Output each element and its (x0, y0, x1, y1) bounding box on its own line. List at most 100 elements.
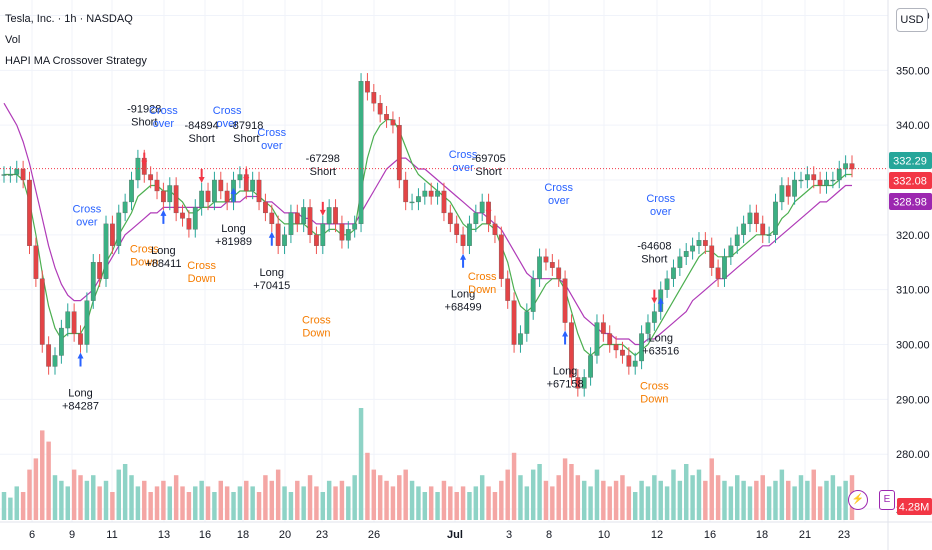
volume-bar (722, 480, 727, 520)
cross_over-label: Cross (149, 105, 178, 117)
long-label: +70415 (253, 280, 290, 292)
candle-body (199, 190, 205, 208)
candle-body (626, 355, 632, 367)
volume-bar (269, 480, 275, 520)
volume-bar (339, 480, 345, 520)
candle-body (192, 207, 198, 230)
price-badges: 332.29 332.08 328.98 4.28M (889, 152, 932, 515)
candle-body (741, 223, 746, 235)
volume-bar (792, 486, 797, 520)
candle-body (269, 212, 275, 225)
volume-bar (333, 486, 338, 520)
price-badge (889, 193, 932, 210)
cross_down-label: Down (640, 394, 668, 406)
short-label: -69705 (471, 153, 505, 165)
long-arrow (230, 187, 237, 202)
cross_down-label: Cross (640, 381, 669, 393)
long-arrow (77, 352, 84, 367)
volume-bar (65, 486, 70, 520)
currency-button[interactable]: USD (896, 8, 928, 32)
candle-body (575, 377, 581, 389)
candle-body (384, 114, 389, 120)
volume-bar (282, 486, 287, 520)
candle-body (530, 278, 536, 312)
candle-body (441, 190, 447, 214)
lightning-icon[interactable]: ⚡ (848, 490, 868, 510)
candle-body (161, 190, 166, 203)
volume-bar (843, 480, 848, 520)
cross_over-label: over (650, 206, 672, 218)
long-arrow (562, 330, 569, 345)
volume-bar (218, 480, 224, 520)
volume-bar (511, 452, 517, 520)
volume-bar (683, 464, 689, 520)
cross_over-label: over (153, 118, 175, 130)
candle-body (71, 311, 77, 334)
candle-body (180, 212, 185, 219)
cross_over-label: Cross (213, 105, 242, 117)
candle-body (212, 179, 217, 203)
volume-bar (397, 475, 402, 520)
candle-body (696, 240, 702, 246)
long-label: +84287 (62, 400, 99, 412)
volume-bar (326, 480, 332, 520)
candle-body (371, 92, 377, 104)
candle-body (639, 333, 644, 362)
volume-bar (148, 492, 153, 520)
short-arrow (141, 152, 148, 167)
volume-bar (754, 480, 759, 520)
volume-badge (897, 498, 932, 515)
volume-bar (307, 475, 313, 520)
volume-badge-label: 4.28M (899, 502, 930, 514)
candle-body (785, 185, 791, 197)
time-tick-label: 9 (69, 529, 75, 541)
earnings-button[interactable]: E (879, 490, 895, 510)
candle-body (824, 179, 829, 186)
candle-body (294, 212, 300, 225)
candle-body (460, 234, 466, 246)
long-arrow (268, 231, 275, 246)
strategy-signals: Long+84287CrossoverCrossDown-91928ShortL… (62, 104, 679, 413)
volume-bar (537, 464, 542, 520)
volume-bar (14, 486, 19, 520)
price-badge-label: 328.98 (893, 197, 927, 209)
candle-body (173, 185, 179, 214)
volume-bar (52, 475, 58, 520)
volume-bar (154, 486, 160, 520)
short-label: -91928 (127, 104, 161, 116)
candle-body (339, 223, 345, 241)
candle-body (154, 179, 160, 192)
candle-body (632, 360, 638, 367)
volume-bars (1, 408, 855, 520)
cross_down-label: Down (468, 284, 496, 296)
volume-bar (1, 492, 7, 520)
candle-body (498, 234, 504, 279)
long-label: +68499 (445, 302, 482, 314)
price-tick-label: 300.00 (896, 340, 930, 352)
volume-bar (588, 486, 593, 520)
price-badge-label: 332.08 (893, 176, 927, 188)
volume-bar (581, 480, 587, 520)
candle-body (671, 267, 676, 279)
volume-bar (645, 486, 651, 520)
volume-bar (690, 475, 695, 520)
candle-body (27, 179, 32, 246)
time-tick-label: 16 (704, 529, 716, 541)
candle-body (556, 267, 562, 279)
volume-indicator-label[interactable]: Vol (5, 34, 21, 46)
candle-body (256, 179, 262, 203)
candle-body (594, 322, 600, 356)
time-tick-label: 11 (106, 529, 117, 541)
volume-bar (161, 480, 166, 520)
candle-body (250, 179, 256, 192)
cross_down-label: Down (188, 273, 216, 285)
volume-bar (416, 486, 421, 520)
volume-bar (20, 492, 26, 520)
candle-body (186, 218, 192, 230)
volume-bar (27, 469, 32, 520)
strategy-label[interactable]: HAPI MA Crossover Strategy (5, 55, 147, 67)
time-tick-label: 26 (368, 529, 380, 541)
candle-body (301, 207, 307, 225)
candle-body (116, 212, 122, 246)
